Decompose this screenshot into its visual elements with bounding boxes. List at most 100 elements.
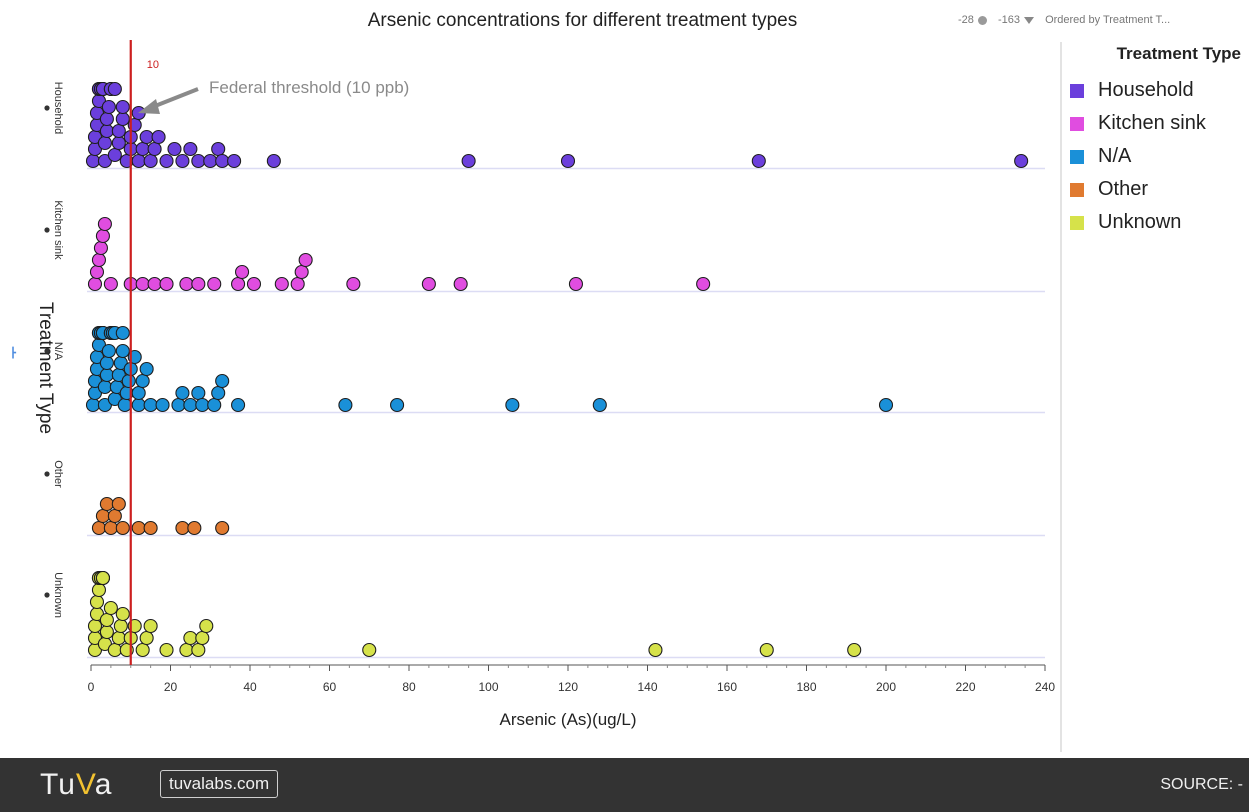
order-by-control[interactable]: Ordered by Treatment T...: [1045, 14, 1170, 26]
data-point: [505, 397, 520, 413]
count-filter-value: -163: [997, 14, 1020, 26]
data-point: [648, 642, 663, 658]
circle-icon: [977, 15, 987, 25]
order-by-label: Ordered by Treatment T...: [1045, 14, 1171, 26]
data-point: [453, 276, 468, 292]
data-point: [139, 129, 154, 145]
scatter-plot: 0 20 40 60 80 100 120 140 160 180 200 220 240 Arsenic…: [35, 40, 1055, 729]
data-point: [117, 397, 132, 413]
data-point: [99, 612, 114, 628]
data-point: [191, 276, 206, 292]
source-label: SOURCE: -: [1160, 776, 1243, 793]
data-point: [421, 276, 436, 292]
data-point: [115, 520, 130, 536]
data-point: [131, 153, 146, 169]
data-point: [107, 508, 122, 524]
data-point: [103, 276, 118, 292]
data-point: [175, 385, 190, 401]
legend-label: Other: [1098, 178, 1149, 200]
data-point: [121, 373, 136, 389]
category-label: Household: [52, 82, 64, 135]
data-point: [99, 355, 114, 371]
data-point: [97, 135, 112, 151]
data-point: [91, 520, 106, 536]
legend-swatch: [1070, 182, 1084, 197]
legend-label: Household: [1098, 79, 1194, 101]
count-dot-control[interactable]: -28: [958, 14, 987, 26]
annotation-arrow-shaft: [149, 87, 199, 110]
category-dot: [44, 592, 50, 598]
data-point: [115, 325, 130, 341]
data-point: [103, 600, 118, 616]
data-point: [362, 642, 377, 658]
legend-item[interactable]: N/A: [1062, 140, 1249, 173]
category-dot: [44, 348, 50, 354]
threshold-annotation: Federal threshold (10 ppb): [209, 78, 409, 97]
data-point: [115, 111, 130, 127]
data-point: [101, 343, 116, 359]
x-tick-label: 240: [1035, 680, 1055, 694]
data-point: [97, 216, 112, 232]
tuva-logo: TuVa: [40, 768, 112, 802]
data-point: [143, 618, 158, 634]
data-point: [878, 397, 894, 413]
data-point: [215, 373, 230, 389]
data-point: [191, 642, 206, 658]
data-point: [113, 618, 128, 634]
data-point: [207, 397, 222, 413]
data-point: [390, 397, 405, 413]
data-point: [151, 129, 166, 145]
data-point: [143, 153, 158, 169]
data-point: [167, 141, 182, 157]
legend-item[interactable]: Household: [1062, 74, 1249, 107]
legend-swatch: [1070, 116, 1084, 131]
data-point: [147, 276, 162, 292]
data-point: [93, 240, 108, 256]
x-tick-label: 140: [637, 680, 657, 694]
category-label: N/A: [52, 342, 64, 361]
legend-item[interactable]: Other: [1062, 173, 1249, 206]
count-filter-control[interactable]: -163: [998, 14, 1034, 26]
data-point: [99, 123, 114, 139]
data-point: [107, 81, 122, 97]
data-point: [175, 520, 190, 536]
data-point: [99, 111, 114, 127]
data-point: [847, 642, 862, 658]
data-point: [99, 624, 114, 640]
legend-item[interactable]: Unknown: [1062, 206, 1249, 239]
axis-marker: ┣: [10, 348, 17, 359]
y-axis-label: Treatment Type: [35, 302, 56, 434]
data-point: [89, 264, 105, 280]
data-point: [135, 642, 150, 658]
data-point: [115, 606, 130, 622]
tuvalabs-link[interactable]: tuvalabs.com: [160, 770, 279, 798]
data-point: [751, 153, 766, 169]
data-point: [99, 367, 114, 383]
data-point: [183, 141, 198, 157]
data-point: [191, 153, 206, 169]
data-point: [159, 276, 174, 292]
data-point: [111, 135, 126, 151]
data-point: [103, 520, 118, 536]
top-controls: -28 -163 Ordered by Treatment T...: [958, 14, 1178, 26]
data-point: [1014, 153, 1029, 169]
x-tick-label: 80: [402, 680, 416, 694]
data-point: [207, 276, 222, 292]
data-point: [215, 153, 230, 169]
data-point: [560, 153, 576, 169]
threshold-value-label: 10: [147, 59, 159, 71]
category-dot: [44, 471, 50, 477]
data-point: [131, 385, 146, 401]
x-tick-label: 200: [876, 680, 896, 694]
data-point: [87, 276, 103, 292]
data-point: [195, 397, 210, 413]
data-point: [211, 141, 226, 157]
data-point: [461, 153, 476, 169]
x-tick-label: 220: [955, 680, 975, 694]
data-point: [85, 153, 101, 169]
chart-title: Arsenic concentrations for different tre…: [367, 10, 798, 31]
x-tick-label: 0: [88, 680, 95, 694]
legend-item[interactable]: Kitchen sink: [1062, 107, 1249, 140]
data-point: [294, 264, 309, 280]
data-point: [592, 397, 607, 413]
